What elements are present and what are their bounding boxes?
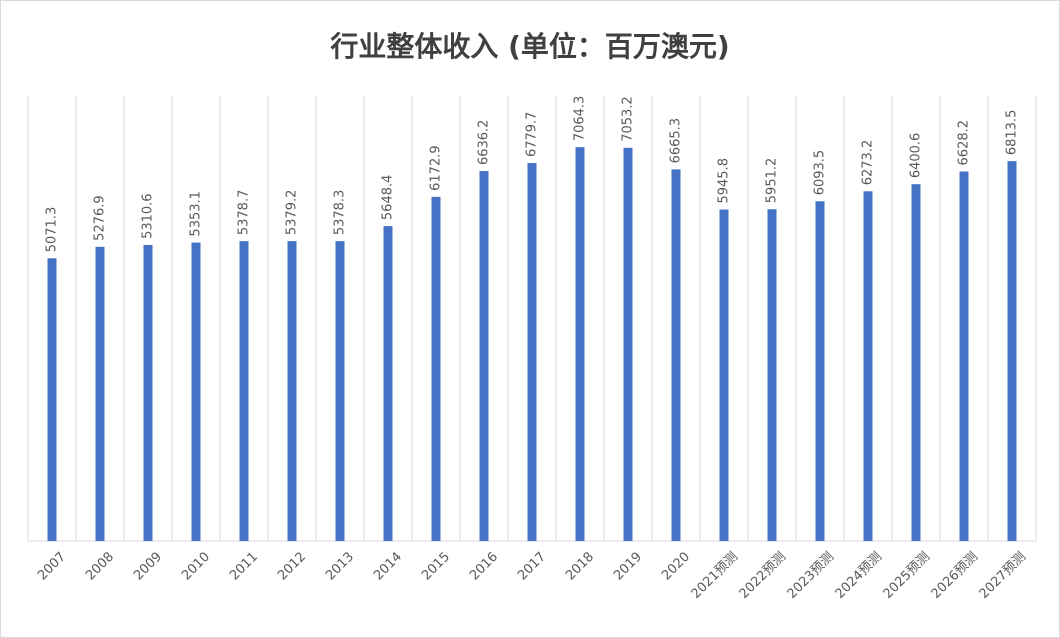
chart-title: 行业整体收入 (单位：百万澳元) (329, 30, 729, 63)
value-label: 6093.5 (813, 150, 828, 196)
value-label: 5353.1 (189, 191, 204, 237)
value-label: 5310.6 (141, 193, 156, 239)
value-label: 5071.3 (45, 207, 60, 253)
value-label: 5945.8 (717, 158, 732, 204)
bar (335, 241, 345, 541)
bar (671, 169, 681, 541)
value-label: 5951.2 (765, 158, 780, 204)
bar (239, 241, 249, 541)
value-label: 6172.9 (429, 145, 444, 191)
bar (959, 171, 969, 541)
value-label: 6779.7 (525, 112, 540, 158)
value-label: 6400.6 (909, 133, 924, 179)
bar (479, 171, 489, 541)
value-label: 6665.3 (669, 118, 684, 164)
bar (623, 147, 633, 541)
bar (767, 209, 777, 542)
value-label: 5648.4 (381, 175, 396, 221)
value-label: 6636.2 (477, 120, 492, 166)
bar (863, 191, 873, 541)
value-label: 5276.9 (93, 195, 108, 241)
bar (143, 244, 153, 541)
bar (95, 246, 105, 542)
bar (47, 258, 57, 541)
bar (383, 226, 393, 542)
bar (191, 242, 201, 541)
bar (287, 241, 297, 541)
bar (719, 209, 729, 541)
bar (575, 147, 585, 541)
bar (911, 184, 921, 541)
bar (431, 196, 441, 541)
value-label: 6813.5 (1005, 110, 1020, 156)
value-label: 6628.2 (957, 120, 972, 166)
bar (527, 163, 537, 541)
value-label: 5378.7 (237, 190, 252, 236)
value-label: 6273.2 (861, 140, 876, 186)
value-label: 5379.2 (285, 190, 300, 236)
value-label: 7064.3 (573, 96, 588, 142)
value-label: 7053.2 (621, 96, 636, 142)
bar (815, 201, 825, 542)
value-label: 5378.3 (333, 190, 348, 236)
bar (1007, 161, 1017, 541)
